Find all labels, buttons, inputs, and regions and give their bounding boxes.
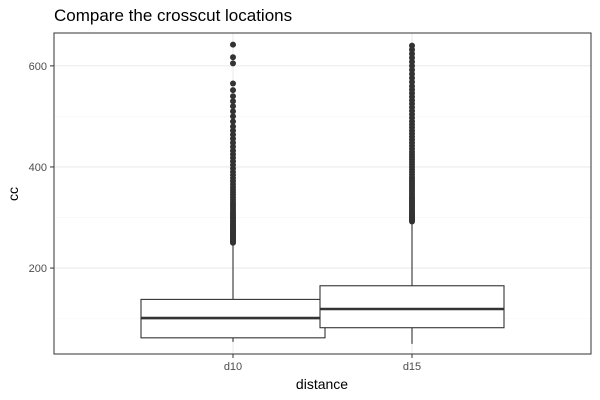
outlier-point (230, 87, 236, 94)
outlier-point (230, 103, 236, 110)
chart-title: Compare the crosscut locations (54, 6, 292, 25)
outlier-point (230, 113, 236, 120)
outlier-point (230, 41, 236, 48)
outlier-point (230, 123, 236, 130)
outlier-point (230, 98, 236, 105)
panel-border (53, 32, 592, 355)
outlier-point (230, 93, 236, 100)
outlier-point (409, 42, 415, 49)
x-axis-label: distance (296, 376, 348, 392)
outlier-point (230, 60, 236, 67)
y-tick-label: 600 (29, 61, 47, 73)
box-series (140, 41, 505, 344)
box-iqr (319, 285, 505, 329)
outlier-point (230, 80, 236, 87)
axes: 200 400 600 d10 d15 (29, 61, 422, 373)
x-tick-label: d15 (403, 361, 421, 373)
outlier-point (230, 54, 236, 61)
outlier-point (230, 118, 236, 125)
outlier-point (230, 108, 236, 115)
y-axis-label: cc (5, 187, 21, 201)
y-tick-label: 200 (29, 263, 47, 275)
x-tick-label: d10 (224, 361, 242, 373)
box-d15 (319, 42, 505, 344)
y-tick-label: 400 (29, 162, 47, 174)
